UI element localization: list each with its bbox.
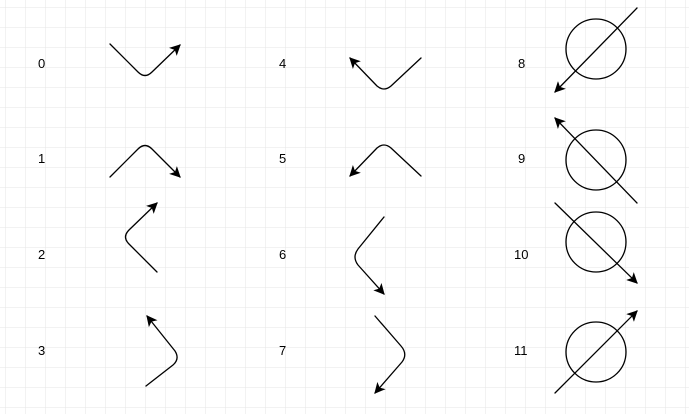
- crossed-arrow-icon-10: [554, 202, 638, 284]
- bent-arrow-icon-3: [145, 315, 178, 387]
- label-10: 10: [514, 247, 528, 262]
- bent-arrow-icon-0: [109, 43, 181, 77]
- label-8: 8: [518, 56, 525, 71]
- crossed-arrow-icon-11: [554, 310, 638, 394]
- label-2: 2: [38, 247, 45, 262]
- circle-icon-11: [565, 321, 627, 383]
- label-5: 5: [279, 151, 286, 166]
- bent-arrow-icon-7: [374, 315, 406, 394]
- crossed-arrow-icon-9: [554, 117, 638, 204]
- bent-arrow-icon-1: [109, 144, 181, 178]
- label-3: 3: [38, 343, 45, 358]
- bent-arrow-icon-2: [124, 202, 158, 273]
- crossed-arrow-icon-8: [554, 7, 638, 93]
- label-9: 9: [518, 151, 525, 166]
- bent-arrow-icon-4: [349, 57, 422, 90]
- label-7: 7: [279, 343, 286, 358]
- bent-arrow-icon-5: [349, 144, 422, 177]
- circle-icon-9: [565, 129, 627, 191]
- bent-arrow-icon-6: [354, 216, 385, 295]
- circle-icon-8: [565, 18, 627, 80]
- label-4: 4: [279, 56, 286, 71]
- label-0: 0: [38, 56, 45, 71]
- label-11: 11: [514, 343, 528, 358]
- circle-icon-10: [565, 211, 627, 273]
- label-6: 6: [279, 247, 286, 262]
- label-1: 1: [38, 151, 45, 166]
